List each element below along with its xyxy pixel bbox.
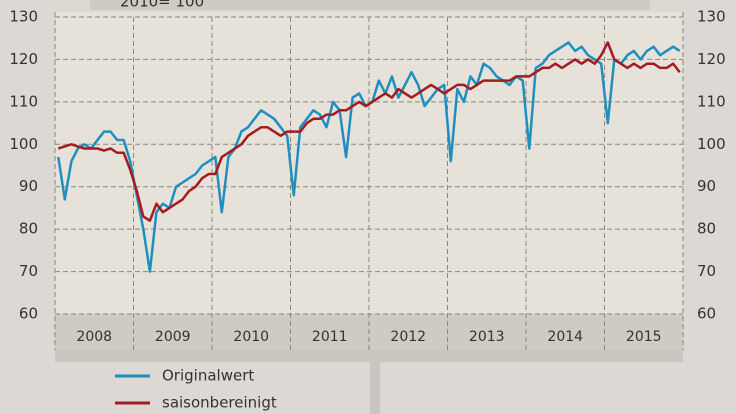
y-tick-label: 80: [19, 220, 38, 238]
y-tick-label: 130: [697, 8, 726, 26]
x-tick-label: 2008: [76, 329, 112, 345]
y-tick-label: 130: [9, 8, 38, 26]
y-tick-label: 60: [19, 305, 38, 323]
legend-label: Originalwert: [162, 367, 254, 385]
x-tick-label: 2014: [547, 329, 583, 345]
y-tick-label: 100: [697, 135, 726, 153]
y-tick-label: 70: [697, 262, 716, 280]
series-line: [57, 41, 681, 222]
x-tick-label: 2010: [233, 329, 269, 345]
y-tick-label: 90: [19, 177, 38, 195]
y-tick-label: 80: [697, 220, 716, 238]
x-tick-label: 2015: [626, 329, 662, 345]
y-tick-label: 90: [697, 177, 716, 195]
note: 2010= 100: [120, 0, 204, 11]
x-tick-label: 2009: [155, 329, 191, 345]
x-tick-label: 2013: [469, 329, 505, 345]
y-tick-label: 70: [19, 262, 38, 280]
legend-label: saisonbereinigt: [162, 394, 277, 412]
y-tick-label: 110: [9, 92, 38, 110]
y-tick-label: 120: [9, 50, 38, 68]
frame-shape: [55, 350, 683, 414]
x-tick-label: 2012: [390, 329, 426, 345]
header-band: [90, 0, 650, 10]
y-tick-label: 110: [697, 92, 726, 110]
y-tick-label: 60: [697, 305, 716, 323]
y-tick-label: 120: [697, 50, 726, 68]
x-tick-label: 2011: [312, 329, 348, 345]
y-tick-label: 100: [9, 135, 38, 153]
